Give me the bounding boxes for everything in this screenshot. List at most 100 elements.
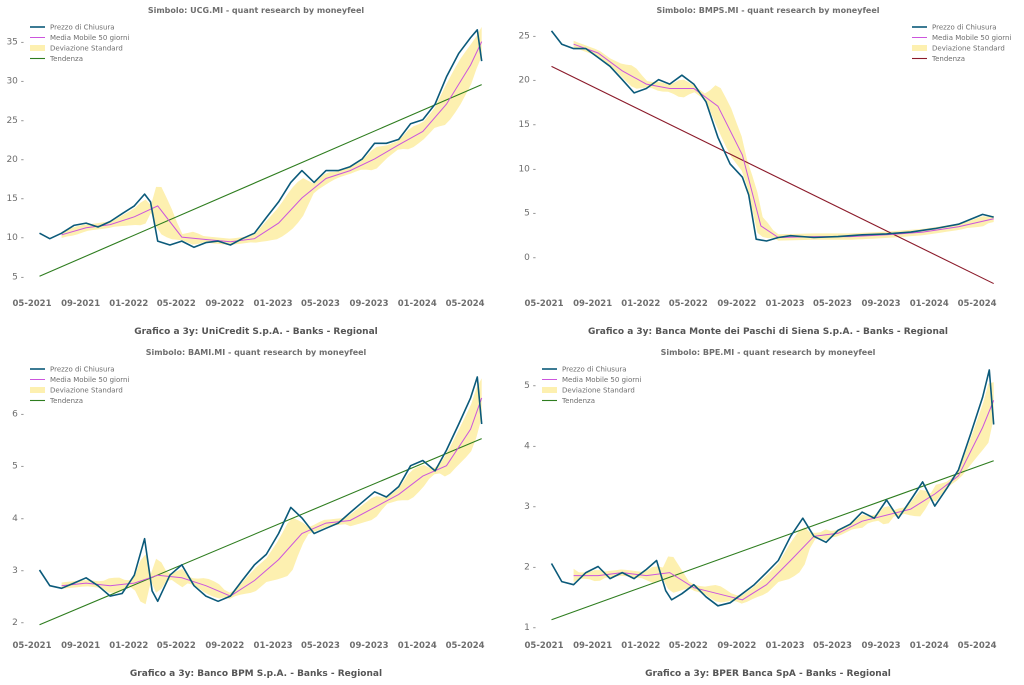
x-tick-label: 01-2022 <box>621 299 660 309</box>
x-tick-label: 05-2022 <box>669 641 708 651</box>
legend-label: Prezzo di Chiusura <box>562 366 627 374</box>
x-tick-label: 09-2022 <box>717 641 756 651</box>
legend-label: Media Mobile 50 giorni <box>50 376 129 384</box>
y-tick-label: 20 - <box>518 76 536 86</box>
x-tick-label: 01-2023 <box>766 299 805 309</box>
x-tick-label: 01-2024 <box>398 299 437 309</box>
y-tick-label: 20 - <box>6 155 24 165</box>
x-tick-label: 05-2023 <box>813 299 852 309</box>
x-tick-label: 09-2023 <box>350 299 389 309</box>
y-tick-label: 5 - <box>12 462 24 472</box>
x-tick-label: 05-2024 <box>958 641 997 651</box>
chart-caption: Grafico a 3y: Banca Monte dei Paschi di … <box>587 327 949 337</box>
trend-line <box>39 438 482 626</box>
y-tick-label: 3 - <box>524 502 536 512</box>
x-tick-label: 01-2024 <box>910 299 949 309</box>
legend-label: Deviazione Standard <box>562 387 635 395</box>
std-deviation-band <box>573 382 994 604</box>
y-tick-label: 10 - <box>518 164 536 174</box>
std-deviation-band <box>573 40 994 241</box>
y-tick-label: 2 - <box>524 563 536 573</box>
x-tick-label: 05-2021 <box>524 641 563 651</box>
moving-average-line <box>61 397 483 597</box>
legend-label: Prezzo di Chiusura <box>932 24 997 32</box>
y-tick-label: 35 - <box>6 38 24 48</box>
chart-panel-bmps: Simbolo: BMPS.MI - quant research by mon… <box>512 0 1024 342</box>
legend-label: Deviazione Standard <box>50 45 123 53</box>
y-tick-label: 0 - <box>524 253 536 263</box>
legend-label: Media Mobile 50 giorni <box>932 34 1011 42</box>
chart-caption: Grafico a 3y: BPER Banca SpA - Banks - R… <box>645 669 891 679</box>
x-tick-label: 09-2022 <box>717 299 756 309</box>
legend-label: Tendenza <box>561 397 595 405</box>
y-tick-label: 5 - <box>524 381 536 391</box>
y-tick-label: 5 - <box>524 209 536 219</box>
x-tick-label: 09-2022 <box>205 299 244 309</box>
x-tick-label: 05-2023 <box>301 641 340 651</box>
legend-swatch <box>30 45 45 51</box>
chart-title: Simbolo: UCG.MI - quant research by mone… <box>147 6 365 15</box>
x-tick-label: 05-2024 <box>446 641 485 651</box>
x-tick-label: 05-2023 <box>813 641 852 651</box>
x-tick-label: 09-2023 <box>862 299 901 309</box>
chart-panel-ucg: Simbolo: UCG.MI - quant research by mone… <box>0 0 512 342</box>
x-tick-label: 01-2024 <box>398 641 437 651</box>
y-tick-label: 4 - <box>12 514 24 524</box>
x-tick-label: 05-2024 <box>446 299 485 309</box>
chart-caption: Grafico a 3y: UniCredit S.p.A. - Banks -… <box>134 327 378 337</box>
legend-label: Tendenza <box>49 397 83 405</box>
x-tick-label: 05-2024 <box>958 299 997 309</box>
moving-average-line <box>61 41 483 243</box>
x-tick-label: 09-2021 <box>61 299 100 309</box>
x-tick-label: 05-2022 <box>157 299 196 309</box>
chart-panel-bpe: Simbolo: BPE.MI - quant research by mone… <box>512 342 1024 684</box>
legend-label: Tendenza <box>931 55 965 63</box>
close-price-line <box>550 369 995 607</box>
chart-title: Simbolo: BPE.MI - quant research by mone… <box>660 348 876 357</box>
close-price-line <box>38 376 483 603</box>
trend-line <box>39 84 482 277</box>
trend-line <box>551 460 994 621</box>
legend-swatch <box>542 387 557 393</box>
trend-line <box>551 65 994 285</box>
x-tick-label: 09-2022 <box>205 641 244 651</box>
legend-label: Prezzo di Chiusura <box>50 24 115 32</box>
legend-label: Prezzo di Chiusura <box>50 366 115 374</box>
std-deviation-band <box>61 26 482 246</box>
chart-panel-bami: Simbolo: BAMI.MI - quant research by mon… <box>0 342 512 684</box>
close-price-line <box>39 28 483 249</box>
legend-label: Media Mobile 50 giorni <box>562 376 641 384</box>
x-tick-label: 05-2021 <box>12 299 51 309</box>
chart-ucg: 5 - 10 - 15 - 20 - 25 - 30 - 35 - 05-2021 09-202… <box>6 24 485 310</box>
chart-bpe: 1 - 2 - 3 - 4 - 5 - 05-2021 09-2021 01-2022 05-2… <box>524 366 997 652</box>
x-tick-label: 01-2022 <box>621 641 660 651</box>
x-tick-label: 05-2022 <box>669 299 708 309</box>
moving-average-line <box>573 400 995 601</box>
x-tick-label: 09-2021 <box>61 641 100 651</box>
x-tick-label: 01-2022 <box>109 641 148 651</box>
y-tick-label: 25 - <box>518 31 536 41</box>
legend-label: Deviazione Standard <box>932 45 1005 53</box>
x-tick-label: 01-2022 <box>109 299 148 309</box>
legend-label: Deviazione Standard <box>50 387 123 395</box>
y-tick-label: 1 - <box>524 623 536 633</box>
chart-bami: 2 - 3 - 4 - 5 - 6 - 05-2021 09-2021 01-2022 05-2… <box>12 366 485 652</box>
y-tick-label: 4 - <box>524 442 536 452</box>
x-tick-label: 09-2021 <box>573 641 612 651</box>
legend-swatch <box>912 45 927 51</box>
moving-average-line <box>573 43 994 239</box>
y-tick-label: 10 - <box>6 233 24 243</box>
chart-caption: Grafico a 3y: Banco BPM S.p.A. - Banks -… <box>129 669 383 679</box>
x-tick-label: 05-2022 <box>157 641 196 651</box>
x-tick-label: 05-2021 <box>524 299 563 309</box>
y-tick-label: 5 - <box>12 272 24 282</box>
x-tick-label: 09-2021 <box>573 299 612 309</box>
close-price-line <box>550 30 994 242</box>
x-tick-label: 05-2023 <box>301 299 340 309</box>
chart-bmps: 0 - 5 - 10 - 15 - 20 - 25 - 05-2021 09-2021 01-2… <box>518 24 1011 310</box>
std-deviation-band <box>61 378 482 605</box>
y-tick-label: 6 - <box>12 410 24 420</box>
x-tick-label: 09-2023 <box>862 641 901 651</box>
legend-swatch <box>30 387 45 393</box>
x-tick-label: 05-2021 <box>12 641 51 651</box>
